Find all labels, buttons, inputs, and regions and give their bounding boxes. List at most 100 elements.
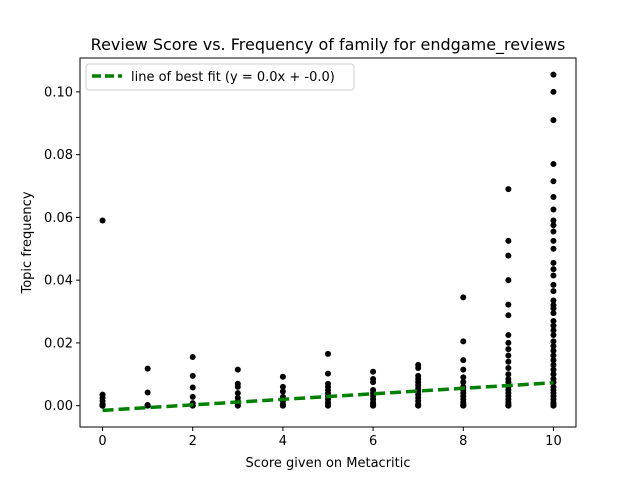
y-axis-label: Topic frequency xyxy=(20,191,35,294)
data-point-97 xyxy=(505,346,512,353)
y-tick-label: 0.00 xyxy=(44,399,73,414)
data-point-48 xyxy=(325,402,331,409)
data-point-78 xyxy=(460,374,467,381)
data-point-136 xyxy=(550,327,557,334)
data-point-128 xyxy=(550,281,557,288)
data-point-120 xyxy=(550,217,557,224)
data-point-90 xyxy=(505,237,512,244)
best-fit-line xyxy=(102,381,554,413)
data-point-49 xyxy=(370,368,377,375)
x-tick-label: 4 xyxy=(279,434,287,449)
data-point-61 xyxy=(415,365,422,372)
data-point-95 xyxy=(505,332,512,339)
data-point-75 xyxy=(460,338,467,345)
data-point-133 xyxy=(550,310,557,317)
data-point-114 xyxy=(550,88,557,95)
data-point-142 xyxy=(550,357,557,364)
data-point-51 xyxy=(370,379,377,386)
data-point-13 xyxy=(189,354,196,361)
legend-entry-fit-line: line of best fit (y = 0.0x + -0.0) xyxy=(131,70,335,85)
data-point-20 xyxy=(234,366,241,373)
data-point-139 xyxy=(550,343,557,350)
data-point-112 xyxy=(505,402,512,409)
chart-title: Review Score vs. Frequency of family for… xyxy=(91,35,566,55)
data-point-123 xyxy=(550,237,557,244)
data-point-122 xyxy=(550,228,557,235)
x-tick-label: 0 xyxy=(98,434,106,449)
data-point-140 xyxy=(550,347,557,354)
y-tick-label: 0.10 xyxy=(44,85,73,100)
data-point-125 xyxy=(550,259,557,266)
x-tick-label: 2 xyxy=(189,434,197,449)
data-point-76 xyxy=(460,357,467,364)
data-point-37 xyxy=(325,350,331,357)
data-point-113 xyxy=(550,71,557,78)
data-point-73 xyxy=(415,402,422,409)
data-point-14 xyxy=(189,372,196,379)
data-point-8 xyxy=(144,365,151,372)
data-point-89 xyxy=(505,186,512,193)
data-point-135 xyxy=(550,322,557,329)
data-point-74 xyxy=(460,294,467,301)
data-point-31 xyxy=(279,388,286,395)
data-point-22 xyxy=(234,383,241,390)
data-point-88 xyxy=(460,402,467,409)
data-point-16 xyxy=(189,393,196,400)
data-point-101 xyxy=(505,371,512,378)
data-point-117 xyxy=(550,178,557,185)
x-tick-label: 8 xyxy=(459,434,467,449)
data-point-23 xyxy=(234,390,241,397)
data-point-141 xyxy=(550,352,557,359)
data-point-91 xyxy=(505,252,512,259)
data-point-77 xyxy=(460,366,467,373)
data-point-28 xyxy=(234,402,241,409)
data-point-93 xyxy=(505,301,512,308)
data-point-96 xyxy=(505,339,512,346)
data-point-134 xyxy=(550,317,557,324)
data-point-156 xyxy=(550,402,557,409)
data-point-115 xyxy=(550,117,557,124)
data-point-36 xyxy=(279,402,286,409)
data-point-92 xyxy=(505,277,512,284)
data-point-15 xyxy=(189,384,196,391)
legend: line of best fit (y = 0.0x + -0.0) xyxy=(85,63,355,91)
data-point-127 xyxy=(550,272,557,279)
data-point-130 xyxy=(550,297,557,304)
data-point-116 xyxy=(550,161,557,168)
data-point-103 xyxy=(505,379,512,386)
data-point-143 xyxy=(550,361,557,368)
y-tick-label: 0.02 xyxy=(44,336,73,351)
data-point-99 xyxy=(505,358,512,365)
data-point-94 xyxy=(505,312,512,319)
data-point-100 xyxy=(505,365,512,372)
data-point-12 xyxy=(144,402,151,409)
data-point-98 xyxy=(505,352,512,359)
data-point-124 xyxy=(550,245,557,252)
data-point-132 xyxy=(550,305,557,312)
data-point-126 xyxy=(550,266,557,273)
data-point-138 xyxy=(550,338,557,345)
y-tick-label: 0.06 xyxy=(44,211,73,226)
x-axis-label: Score given on Metacritic xyxy=(245,456,410,471)
data-point-145 xyxy=(550,371,557,378)
data-point-30 xyxy=(279,383,286,390)
y-tick-label: 0.08 xyxy=(44,148,73,163)
data-point-144 xyxy=(550,366,557,373)
y-axis: 0.00 0.02 0.04 0.06 0.08 0.10 xyxy=(44,85,80,414)
data-point-9 xyxy=(144,389,151,396)
x-tick-label: 10 xyxy=(545,434,562,449)
data-point-7 xyxy=(99,402,106,409)
y-tick-label: 0.04 xyxy=(44,274,73,289)
data-point-118 xyxy=(550,194,557,200)
data-point-121 xyxy=(550,222,557,229)
plot-frame xyxy=(79,57,577,428)
x-tick-label: 6 xyxy=(369,434,377,449)
data-point-129 xyxy=(550,288,557,295)
data-point-79 xyxy=(460,379,467,386)
data-point-137 xyxy=(550,332,557,339)
x-axis: 0 2 4 6 8 10 xyxy=(98,427,562,449)
data-point-29 xyxy=(279,373,286,380)
legend-box xyxy=(85,63,355,91)
data-point-59 xyxy=(370,402,377,409)
